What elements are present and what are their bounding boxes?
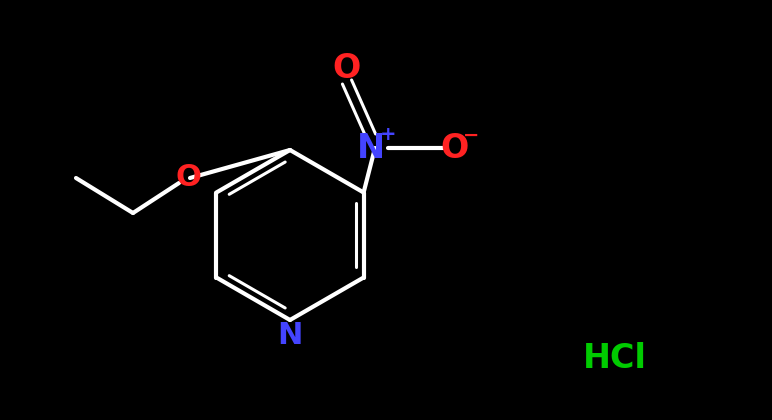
Text: N: N (357, 131, 385, 165)
Text: HCl: HCl (583, 341, 647, 375)
Text: +: + (380, 126, 396, 144)
Text: O: O (333, 52, 361, 84)
Text: −: − (462, 126, 479, 144)
Text: N: N (277, 321, 303, 351)
Text: O: O (175, 163, 201, 192)
Text: O: O (441, 131, 469, 165)
